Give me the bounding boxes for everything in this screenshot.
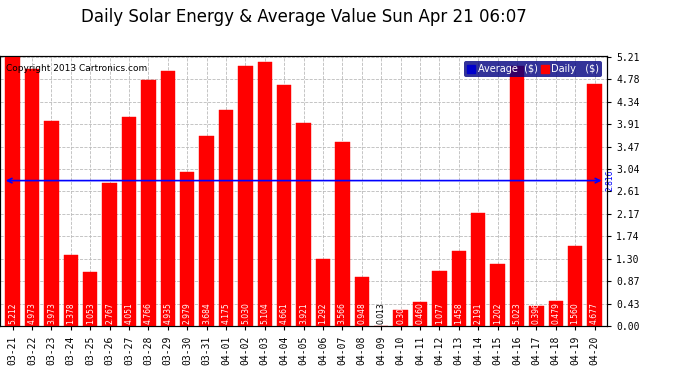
- Bar: [102, 183, 117, 326]
- Bar: [199, 136, 214, 326]
- Text: 2.191: 2.191: [474, 303, 483, 324]
- Text: 1.292: 1.292: [319, 303, 328, 324]
- Text: 2.767: 2.767: [105, 302, 114, 324]
- Bar: [451, 251, 466, 326]
- Text: 3.566: 3.566: [338, 302, 347, 324]
- Text: 0.396: 0.396: [532, 302, 541, 324]
- Text: 1.378: 1.378: [66, 303, 75, 324]
- Text: 1.458: 1.458: [454, 303, 463, 324]
- Bar: [219, 110, 233, 326]
- Legend: Average  ($), Daily   ($): Average ($), Daily ($): [464, 61, 602, 77]
- Bar: [471, 213, 486, 326]
- Bar: [180, 172, 195, 326]
- Text: 0.307: 0.307: [396, 302, 405, 324]
- Text: 3.921: 3.921: [299, 303, 308, 324]
- Text: 4.766: 4.766: [144, 302, 153, 324]
- Bar: [25, 69, 39, 326]
- Text: 2.816: 2.816: [605, 170, 614, 191]
- Text: 4.175: 4.175: [221, 302, 230, 324]
- Text: 4.661: 4.661: [279, 302, 288, 324]
- Bar: [257, 62, 272, 326]
- Text: Daily Solar Energy & Average Value Sun Apr 21 06:07: Daily Solar Energy & Average Value Sun A…: [81, 8, 526, 26]
- Bar: [83, 272, 97, 326]
- Text: 0.948: 0.948: [357, 302, 366, 324]
- Text: 4.677: 4.677: [590, 302, 599, 324]
- Bar: [355, 277, 369, 326]
- Text: 3.973: 3.973: [47, 302, 56, 324]
- Bar: [63, 255, 78, 326]
- Text: 1.053: 1.053: [86, 302, 95, 324]
- Bar: [587, 84, 602, 326]
- Text: 5.023: 5.023: [513, 302, 522, 324]
- Bar: [141, 80, 156, 326]
- Text: 4.973: 4.973: [28, 302, 37, 324]
- Bar: [549, 302, 563, 326]
- Bar: [316, 260, 331, 326]
- Text: 5.104: 5.104: [260, 302, 269, 324]
- Bar: [161, 71, 175, 326]
- Bar: [121, 117, 137, 326]
- Bar: [296, 123, 311, 326]
- Bar: [529, 306, 544, 326]
- Text: 4.051: 4.051: [124, 302, 133, 324]
- Text: 0.013: 0.013: [377, 302, 386, 324]
- Text: 1.077: 1.077: [435, 302, 444, 324]
- Bar: [510, 66, 524, 326]
- Text: 0.479: 0.479: [551, 302, 560, 324]
- Bar: [568, 246, 582, 326]
- Text: 2.816: 2.816: [0, 170, 2, 191]
- Text: 5.212: 5.212: [8, 303, 17, 324]
- Bar: [413, 303, 427, 326]
- Bar: [335, 142, 350, 326]
- Text: 2.979: 2.979: [183, 302, 192, 324]
- Bar: [44, 121, 59, 326]
- Bar: [491, 264, 505, 326]
- Text: 1.202: 1.202: [493, 303, 502, 324]
- Bar: [393, 310, 408, 326]
- Bar: [6, 57, 20, 326]
- Text: 5.030: 5.030: [241, 302, 250, 324]
- Text: 3.684: 3.684: [202, 302, 211, 324]
- Text: 4.935: 4.935: [164, 302, 172, 324]
- Bar: [238, 66, 253, 326]
- Bar: [277, 85, 291, 326]
- Bar: [432, 270, 446, 326]
- Text: 1.560: 1.560: [571, 302, 580, 324]
- Text: Copyright 2013 Cartronics.com: Copyright 2013 Cartronics.com: [6, 64, 148, 74]
- Text: 0.460: 0.460: [415, 302, 424, 324]
